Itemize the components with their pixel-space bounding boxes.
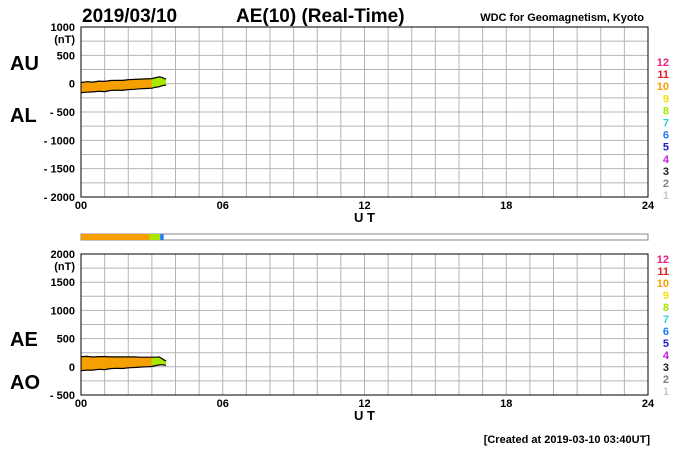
station-bar-segment bbox=[149, 234, 161, 240]
x-tick-label: 12 bbox=[358, 398, 370, 410]
y-tick-label: 500 bbox=[57, 334, 75, 346]
x-tick-label: 00 bbox=[75, 398, 87, 410]
legend-station-count: 10 bbox=[657, 278, 669, 290]
y-tick-label: 1500 bbox=[51, 277, 75, 289]
legend-station-count: 1 bbox=[663, 386, 669, 398]
y-tick-label: - 500 bbox=[50, 390, 75, 402]
au-al-y-tick-labels: 1000 500 0 - 500 - 1000 - 1500 - 2000 bbox=[44, 22, 75, 204]
legend-station-count: 4 bbox=[663, 154, 670, 166]
legend-station-count: 2 bbox=[663, 374, 669, 386]
y-tick-label: - 1000 bbox=[44, 135, 75, 147]
legend-station-count: 11 bbox=[657, 266, 669, 278]
au-al-plot-frame bbox=[80, 26, 649, 198]
x-tick-label: 18 bbox=[500, 200, 512, 212]
ae-ao-y-tick-labels: 2000 1500 1000 500 0 - 500 bbox=[50, 249, 75, 402]
legend-station-count: 6 bbox=[663, 130, 669, 142]
legend-station-count: 1 bbox=[663, 190, 669, 202]
x-tick-label: 24 bbox=[642, 398, 655, 410]
au-al-grid bbox=[81, 27, 648, 197]
au-label: AU bbox=[10, 53, 39, 75]
x-tick-label: 18 bbox=[500, 398, 512, 410]
ae-ao-lower-line bbox=[80, 364, 167, 372]
legend-station-count: 3 bbox=[663, 166, 669, 178]
legend-station-count: 7 bbox=[663, 314, 669, 326]
source-label: WDC for Geomagnetism, Kyoto bbox=[480, 12, 644, 24]
ae-ao-x-tick-labels: 00 06 12 18 24 bbox=[75, 398, 655, 410]
station-bar-frame bbox=[80, 233, 649, 241]
x-tick-label: 24 bbox=[642, 200, 655, 212]
legend-station-count: 4 bbox=[663, 350, 670, 362]
al-label: AL bbox=[10, 105, 37, 127]
y-tick-label: 0 bbox=[69, 79, 75, 91]
legend-station-count: 8 bbox=[663, 302, 669, 314]
legend-station-count: 9 bbox=[663, 290, 669, 302]
x-tick-label: 00 bbox=[75, 200, 87, 212]
ae-ao-unit-label: (nT) bbox=[54, 261, 75, 273]
ae-ao-x-axis-label: U T bbox=[354, 408, 375, 423]
legend-station-count: 3 bbox=[663, 362, 669, 374]
au-al-data bbox=[80, 76, 167, 94]
au-al-unit-label: (nT) bbox=[54, 34, 75, 46]
legend-station-count: 9 bbox=[663, 93, 669, 105]
date-title: 2019/03/10 bbox=[82, 6, 177, 27]
au-al-x-axis-label: U T bbox=[354, 210, 375, 225]
chart-title: AE(10) (Real-Time) bbox=[236, 6, 405, 27]
legend-station-count: 11 bbox=[657, 69, 669, 81]
ae-label: AE bbox=[10, 329, 38, 351]
legend-station-count: 7 bbox=[663, 118, 669, 130]
x-tick-label: 12 bbox=[358, 200, 370, 212]
y-tick-label: 1000 bbox=[51, 305, 75, 317]
y-tick-label: 2000 bbox=[51, 249, 75, 261]
station-bar-segment bbox=[160, 234, 164, 240]
y-tick-label: - 500 bbox=[50, 107, 75, 119]
ae-ao-grid bbox=[81, 254, 648, 395]
legend-station-count: 6 bbox=[663, 326, 669, 338]
y-tick-label: - 2000 bbox=[44, 192, 75, 204]
ae-ao-data bbox=[80, 355, 167, 372]
ae-ao-plot-frame bbox=[80, 253, 649, 396]
station-bar-segment bbox=[81, 234, 150, 240]
y-tick-label: 0 bbox=[69, 362, 75, 374]
au-al-lower-line bbox=[80, 84, 167, 94]
legend-station-count: 10 bbox=[657, 81, 669, 93]
legend-station-count: 12 bbox=[657, 57, 669, 69]
y-tick-label: 500 bbox=[57, 50, 75, 62]
au-al-upper-line bbox=[80, 76, 167, 84]
x-tick-label: 06 bbox=[217, 200, 229, 212]
y-tick-label: 1000 bbox=[51, 22, 75, 34]
station-count-bar bbox=[80, 233, 649, 241]
legend-station-count: 5 bbox=[663, 142, 669, 154]
y-tick-label: - 1500 bbox=[44, 164, 75, 176]
legend-station-count: 5 bbox=[663, 338, 669, 350]
legend-station-count: 8 bbox=[663, 105, 669, 117]
x-tick-label: 06 bbox=[217, 398, 229, 410]
ao-label: AO bbox=[10, 372, 40, 394]
ae-ao-upper-line bbox=[80, 355, 167, 362]
legend-station-count: 2 bbox=[663, 178, 669, 190]
au-al-x-tick-labels: 00 06 12 18 24 bbox=[75, 200, 655, 212]
legend-station-count: 12 bbox=[657, 254, 669, 266]
created-timestamp: [Created at 2019-03-10 03:40UT] bbox=[484, 434, 651, 446]
